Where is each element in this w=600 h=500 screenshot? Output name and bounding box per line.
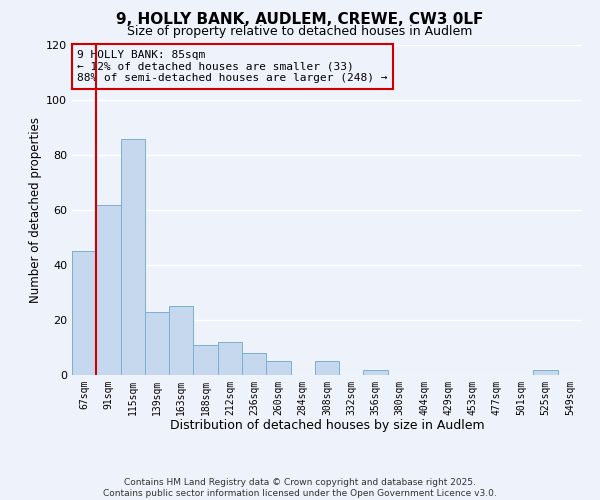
Text: Contains HM Land Registry data © Crown copyright and database right 2025.
Contai: Contains HM Land Registry data © Crown c… bbox=[103, 478, 497, 498]
Bar bbox=[193, 345, 218, 375]
Bar bbox=[121, 138, 145, 375]
Text: Size of property relative to detached houses in Audlem: Size of property relative to detached ho… bbox=[127, 25, 473, 38]
Bar bbox=[533, 370, 558, 375]
Text: 9, HOLLY BANK, AUDLEM, CREWE, CW3 0LF: 9, HOLLY BANK, AUDLEM, CREWE, CW3 0LF bbox=[116, 12, 484, 28]
Bar bbox=[96, 204, 121, 375]
Bar bbox=[364, 370, 388, 375]
Text: 9 HOLLY BANK: 85sqm
← 12% of detached houses are smaller (33)
88% of semi-detach: 9 HOLLY BANK: 85sqm ← 12% of detached ho… bbox=[77, 50, 388, 83]
Bar bbox=[145, 312, 169, 375]
Bar bbox=[315, 361, 339, 375]
Bar bbox=[72, 251, 96, 375]
X-axis label: Distribution of detached houses by size in Audlem: Distribution of detached houses by size … bbox=[170, 420, 484, 432]
Bar bbox=[218, 342, 242, 375]
Bar bbox=[266, 361, 290, 375]
Bar bbox=[169, 306, 193, 375]
Y-axis label: Number of detached properties: Number of detached properties bbox=[29, 117, 42, 303]
Bar bbox=[242, 353, 266, 375]
